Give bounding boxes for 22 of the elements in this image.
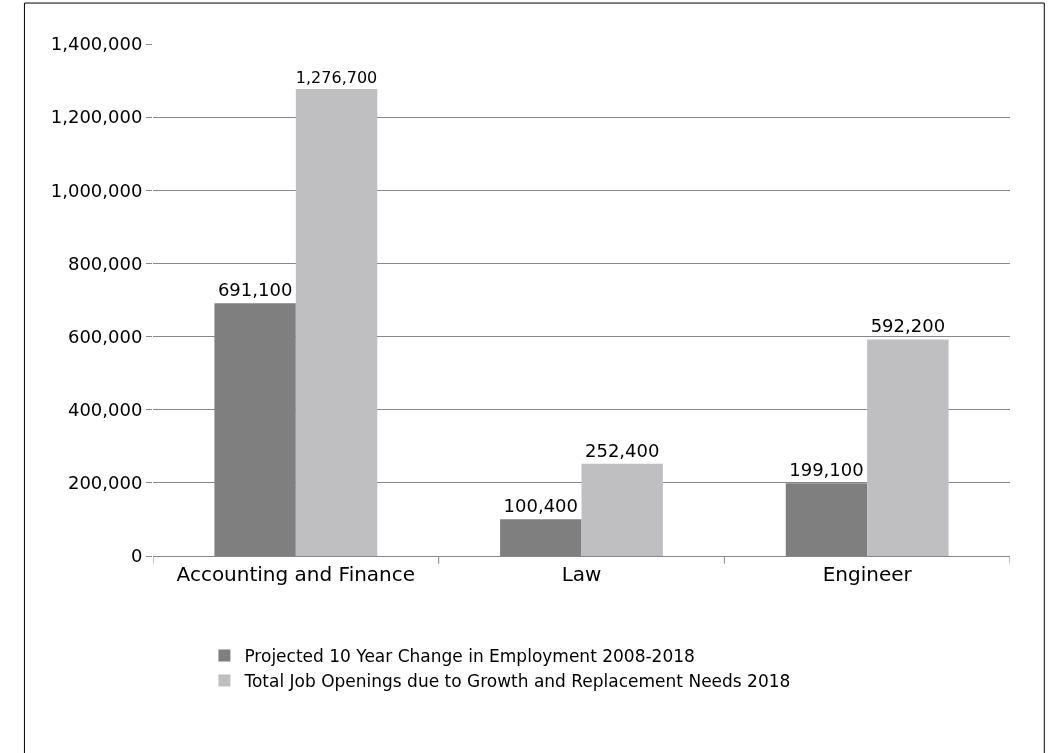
legend-label: Total Job Openings due to Growth and Replacement Needs 2018 xyxy=(243,671,791,692)
data-label: 100,400 xyxy=(503,495,579,517)
y-tick-label: 1,400,000 xyxy=(50,33,143,55)
y-tick-label: 1,200,000 xyxy=(50,106,143,128)
data-label: 691,100 xyxy=(217,279,293,301)
data-label: 252,400 xyxy=(584,439,660,461)
data-label: 592,200 xyxy=(870,315,946,337)
x-tick-label: Accounting and Finance xyxy=(176,562,416,586)
y-tick-label: 600,000 xyxy=(67,325,143,347)
y-tick-label: 800,000 xyxy=(67,252,143,274)
data-label: 1,276,700 xyxy=(295,67,378,87)
legend-label: Projected 10 Year Change in Employment 2008-2018 xyxy=(244,646,695,667)
bar xyxy=(867,339,949,556)
y-tick-label: 0 xyxy=(130,545,143,567)
y-tick-label: 400,000 xyxy=(67,399,143,421)
x-tick-label: Engineer xyxy=(822,562,913,586)
bar xyxy=(581,463,663,556)
y-tick-label: 1,000,000 xyxy=(50,179,143,201)
y-tick-label: 200,000 xyxy=(67,472,143,494)
bar xyxy=(295,89,378,556)
x-tick-label: Law xyxy=(561,562,602,586)
data-label: 199,100 xyxy=(789,459,864,481)
